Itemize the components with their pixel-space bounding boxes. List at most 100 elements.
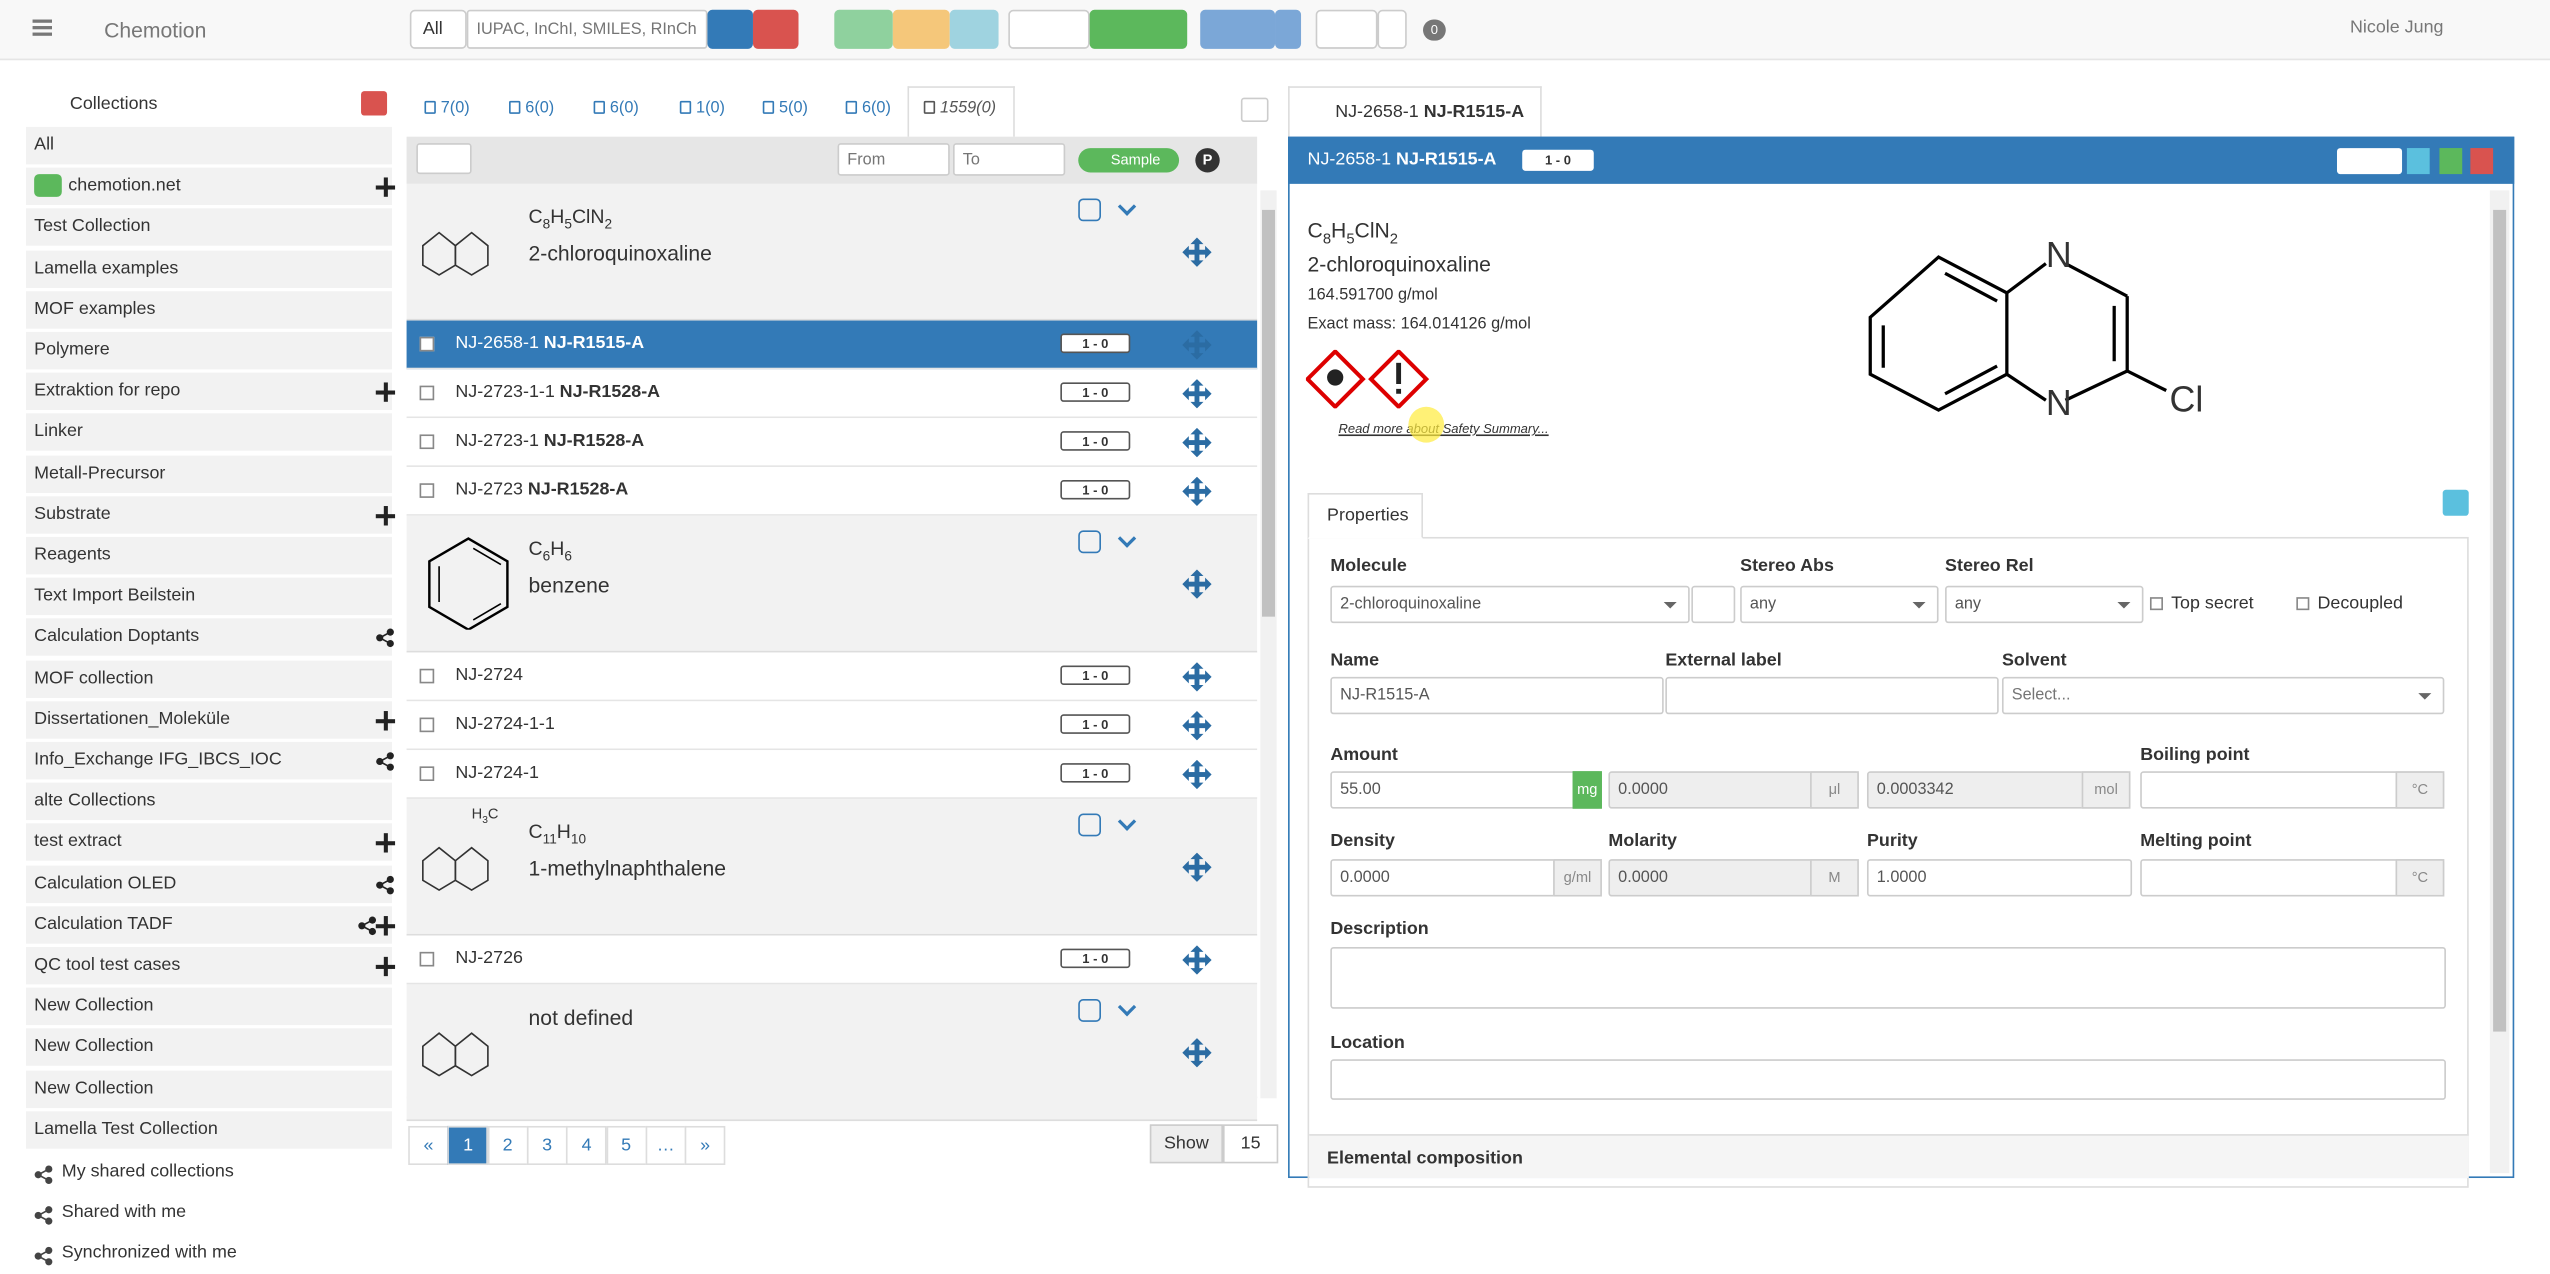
- element-tab[interactable]: 1(0): [679, 99, 725, 117]
- checkbox[interactable]: [419, 434, 435, 450]
- move-icon[interactable]: [1182, 379, 1212, 409]
- collection-item[interactable]: chemotion.net: [26, 167, 392, 206]
- move-icon[interactable]: [1182, 711, 1212, 741]
- scroll-thumb[interactable]: [2493, 209, 2507, 1032]
- collection-item[interactable]: Linker: [26, 413, 392, 452]
- user-menu[interactable]: Nicole Jung: [2350, 17, 2444, 38]
- shared-item[interactable]: My shared collections: [61, 1161, 234, 1182]
- collection-item[interactable]: All: [26, 126, 392, 165]
- plus-icon[interactable]: [375, 177, 396, 198]
- location-input[interactable]: [1330, 1059, 2446, 1100]
- report-button[interactable]: [1089, 9, 1188, 49]
- close-button[interactable]: [2470, 148, 2494, 175]
- plus-icon[interactable]: [375, 382, 396, 403]
- plus-icon[interactable]: [375, 915, 396, 936]
- field-input[interactable]: [2140, 859, 2445, 897]
- checkbox[interactable]: [2296, 597, 2310, 611]
- collection-item[interactable]: Extraktion for repo: [26, 372, 392, 411]
- move-icon[interactable]: [1182, 569, 1212, 599]
- checkbox[interactable]: [419, 951, 435, 967]
- collection-item[interactable]: Polymere: [26, 331, 392, 370]
- shared-item[interactable]: Shared with me: [61, 1202, 187, 1223]
- plus-icon[interactable]: [375, 833, 396, 854]
- collection-item[interactable]: Info_Exchange IFG_IBCS_IOC: [26, 741, 392, 780]
- element-tab[interactable]: 5(0): [762, 99, 808, 117]
- properties-tab[interactable]: Properties: [1307, 493, 1424, 539]
- field-input[interactable]: [1330, 585, 1690, 624]
- plus-icon[interactable]: [375, 956, 396, 977]
- field-input[interactable]: [1330, 771, 1602, 809]
- collection-item[interactable]: Calculation Doptants: [26, 618, 392, 657]
- page-button[interactable]: 4: [566, 1125, 607, 1166]
- move-icon[interactable]: [1182, 476, 1212, 507]
- collection-item[interactable]: Reagents: [26, 536, 392, 575]
- checkbox[interactable]: [419, 717, 435, 733]
- page-button[interactable]: …: [645, 1125, 686, 1166]
- create-button[interactable]: [1200, 9, 1276, 49]
- page-button[interactable]: 5: [605, 1125, 647, 1166]
- move-icon[interactable]: [1182, 330, 1212, 360]
- search-input[interactable]: [466, 9, 708, 49]
- checkbox[interactable]: [419, 668, 435, 684]
- scroll-thumb[interactable]: [1262, 209, 1276, 617]
- edit-molecule[interactable]: [1691, 585, 1736, 624]
- brand[interactable]: Chemotion: [104, 17, 207, 43]
- collection-settings[interactable]: [361, 91, 388, 116]
- checkbox[interactable]: [419, 385, 435, 401]
- page-button[interactable]: »: [684, 1125, 726, 1166]
- list-settings[interactable]: [1240, 97, 1269, 123]
- search-scope[interactable]: All: [409, 9, 467, 49]
- structure-search-button[interactable]: [707, 9, 753, 49]
- copy-button[interactable]: [2439, 148, 2463, 175]
- share-icon[interactable]: [34, 1165, 54, 1185]
- expand-button[interactable]: [2406, 148, 2430, 175]
- page-button[interactable]: 2: [487, 1125, 528, 1166]
- move-icon[interactable]: [1182, 759, 1212, 790]
- field-input[interactable]: [1866, 859, 2133, 897]
- collection-item[interactable]: MOF collection: [26, 659, 392, 698]
- field-input[interactable]: [1740, 585, 1939, 624]
- move-icon[interactable]: [1182, 427, 1212, 458]
- move-icon[interactable]: [1182, 1038, 1212, 1068]
- share-button[interactable]: [949, 9, 999, 49]
- collection-item[interactable]: Text Import Beilstein: [26, 577, 392, 616]
- share-icon[interactable]: [376, 629, 396, 649]
- share-icon[interactable]: [34, 1247, 54, 1267]
- collection-item[interactable]: New Collection: [26, 1028, 392, 1067]
- description-input[interactable]: [1330, 946, 2446, 1009]
- field-input[interactable]: [2001, 676, 2445, 715]
- checkbox[interactable]: [2149, 597, 2163, 611]
- share-icon[interactable]: [376, 875, 396, 895]
- collection-item[interactable]: Dissertationen_Moleküle: [26, 700, 392, 739]
- collection-item[interactable]: test extract: [26, 823, 392, 862]
- element-tab[interactable]: 7(0): [424, 99, 470, 117]
- move-icon[interactable]: [1182, 662, 1212, 692]
- move-icon[interactable]: [1182, 852, 1212, 882]
- menu-icon[interactable]: [32, 19, 53, 38]
- create-dropdown[interactable]: [1275, 9, 1302, 49]
- page-button[interactable]: 1: [447, 1125, 489, 1166]
- collection-item[interactable]: Calculation TADF: [26, 905, 392, 944]
- collection-item[interactable]: New Collection: [26, 1069, 392, 1108]
- element-tab[interactable]: 6(0): [593, 99, 639, 117]
- per-page[interactable]: 15: [1222, 1124, 1279, 1164]
- elemental-composition[interactable]: Elemental composition: [1309, 1134, 2469, 1179]
- search-filter-dropdown[interactable]: [1377, 9, 1407, 49]
- layout-settings[interactable]: [2442, 489, 2469, 516]
- select-all[interactable]: [416, 143, 472, 175]
- plus-icon[interactable]: [375, 710, 396, 731]
- share-icon[interactable]: [376, 752, 396, 772]
- assign-button[interactable]: [892, 9, 950, 49]
- checkbox[interactable]: [419, 483, 435, 498]
- collection-item[interactable]: Substrate: [26, 495, 392, 534]
- barcode-button[interactable]: [2336, 148, 2403, 175]
- import-button[interactable]: [1008, 9, 1090, 49]
- detail-tab[interactable]: NJ-2658-1 NJ-R1515-A: [1288, 86, 1542, 137]
- clear-search-button[interactable]: [752, 9, 799, 49]
- collection-item[interactable]: Lamella examples: [26, 249, 392, 288]
- checkbox[interactable]: [419, 766, 435, 782]
- search-filter-button[interactable]: [1315, 9, 1378, 49]
- sample-toggle[interactable]: Sample: [1078, 148, 1180, 173]
- element-tab[interactable]: 6(0): [509, 99, 554, 117]
- collection-item[interactable]: New Collection: [26, 987, 392, 1026]
